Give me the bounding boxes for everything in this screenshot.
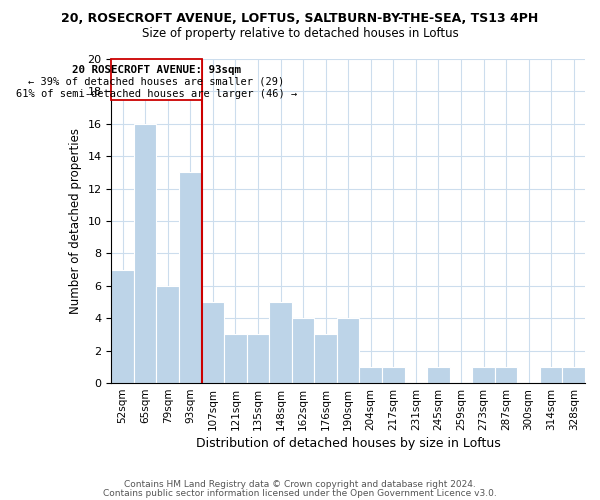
Bar [292,318,314,383]
Bar [112,270,134,383]
Text: 20 ROSECROFT AVENUE: 93sqm: 20 ROSECROFT AVENUE: 93sqm [72,64,241,74]
Bar [157,286,179,383]
Bar [269,302,292,383]
X-axis label: Distribution of detached houses by size in Loftus: Distribution of detached houses by size … [196,437,500,450]
Text: Size of property relative to detached houses in Loftus: Size of property relative to detached ho… [142,28,458,40]
Bar [359,367,382,383]
Bar [224,334,247,383]
Bar [540,367,562,383]
Text: Contains public sector information licensed under the Open Government Licence v3: Contains public sector information licen… [103,488,497,498]
Y-axis label: Number of detached properties: Number of detached properties [69,128,82,314]
Text: Contains HM Land Registry data © Crown copyright and database right 2024.: Contains HM Land Registry data © Crown c… [124,480,476,489]
FancyBboxPatch shape [112,59,202,100]
Text: 20, ROSECROFT AVENUE, LOFTUS, SALTBURN-BY-THE-SEA, TS13 4PH: 20, ROSECROFT AVENUE, LOFTUS, SALTBURN-B… [61,12,539,26]
Bar [427,367,449,383]
Bar [134,124,157,383]
Bar [337,318,359,383]
Bar [202,302,224,383]
Bar [382,367,404,383]
Bar [495,367,517,383]
Text: 61% of semi-detached houses are larger (46) →: 61% of semi-detached houses are larger (… [16,89,297,99]
Bar [179,172,202,383]
Bar [314,334,337,383]
Bar [562,367,585,383]
Bar [247,334,269,383]
Bar [472,367,495,383]
Text: ← 39% of detached houses are smaller (29): ← 39% of detached houses are smaller (29… [28,76,284,86]
